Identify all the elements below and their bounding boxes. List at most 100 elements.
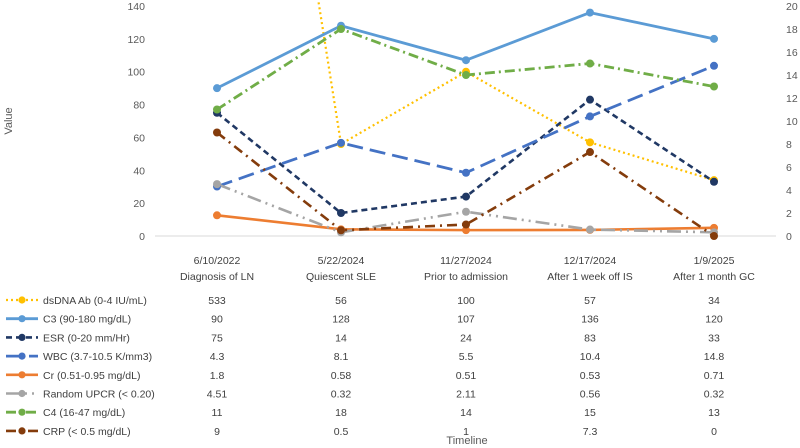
legend-key-marker-wbc bbox=[18, 352, 26, 360]
y-right-tick-label: 12 bbox=[786, 93, 798, 105]
table-cell-cr: 1.8 bbox=[210, 370, 225, 382]
data-point-c3 bbox=[462, 56, 470, 65]
table-cell-wbc: 4.3 bbox=[210, 351, 225, 363]
table-cell-crp: 9 bbox=[214, 426, 220, 438]
x-category-label: Diagnosis of LN bbox=[180, 271, 254, 283]
data-point-esr bbox=[710, 177, 718, 186]
data-point-cr bbox=[462, 226, 470, 235]
table-cell-c4: 11 bbox=[212, 407, 223, 419]
table-cell-c4: 13 bbox=[708, 407, 720, 419]
table-cell-dsdna: 100 bbox=[457, 295, 475, 307]
data-point-c3 bbox=[586, 8, 594, 17]
table-cell-esr: 14 bbox=[335, 332, 347, 344]
data-point-cr bbox=[213, 211, 221, 220]
y-right-tick-label: 14 bbox=[786, 70, 798, 82]
data-point-c4 bbox=[710, 82, 718, 91]
y-left-tick-label: 80 bbox=[133, 100, 145, 112]
x-category-label: Prior to admission bbox=[424, 271, 508, 283]
data-table: dsDNA Ab (0-4 IU/mL) 533 56 100 57 34 C3 (90-1… bbox=[6, 295, 724, 438]
data-point-esr bbox=[462, 192, 470, 201]
y-left-tick-label: 40 bbox=[133, 165, 145, 177]
legend-label-c4: C4 (16-47 mg/dL) bbox=[43, 407, 125, 419]
table-cell-crp: 1 bbox=[463, 426, 469, 438]
data-point-c4 bbox=[337, 25, 345, 33]
x-category-label: After 1 month GC bbox=[673, 271, 755, 283]
legend-key-marker-dsdna bbox=[18, 296, 26, 304]
y-right-tick-label: 0 bbox=[786, 231, 792, 243]
series-line-dsdna bbox=[317, 0, 715, 182]
x-category-label: After 1 week off IS bbox=[547, 271, 633, 283]
x-category-date: 6/10/2022 bbox=[194, 255, 241, 267]
table-cell-c4: 14 bbox=[460, 407, 472, 419]
table-cell-c4: 15 bbox=[584, 407, 596, 419]
y-left-tick-label: 120 bbox=[127, 34, 145, 46]
table-cell-esr: 75 bbox=[211, 332, 223, 344]
table-cell-esr: 83 bbox=[584, 332, 596, 344]
table-cell-cr: 0.58 bbox=[331, 370, 352, 382]
y-left-tick-label: 20 bbox=[133, 198, 145, 210]
data-point-crp bbox=[337, 226, 345, 235]
table-cell-cr: 0.51 bbox=[456, 370, 477, 382]
x-category-label: Quiescent SLE bbox=[306, 271, 376, 283]
legend-key-marker-random bbox=[18, 389, 26, 398]
data-point-wbc bbox=[462, 168, 470, 177]
table-cell-crp: 7.3 bbox=[583, 426, 598, 438]
table-cell-dsdna: 56 bbox=[335, 295, 347, 307]
legend-key-marker-cr bbox=[18, 371, 26, 379]
legend-key-marker-crp bbox=[18, 427, 26, 435]
table-cell-wbc: 5.5 bbox=[459, 351, 474, 363]
table-cell-random: 0.32 bbox=[704, 389, 725, 401]
x-category-date: 11/27/2024 bbox=[440, 255, 492, 267]
table-cell-wbc: 10.4 bbox=[580, 351, 601, 363]
table-cell-crp: 0.5 bbox=[334, 426, 349, 438]
y-right-tick-label: 8 bbox=[786, 139, 792, 151]
table-cell-c3: 136 bbox=[581, 314, 599, 326]
y-right-tick-label: 2 bbox=[786, 208, 792, 220]
table-cell-c4: 18 bbox=[335, 407, 347, 419]
data-point-dsdna bbox=[586, 138, 594, 147]
table-cell-wbc: 8.1 bbox=[334, 351, 349, 363]
x-category-date: 12/17/2024 bbox=[564, 255, 617, 267]
table-cell-cr: 0.53 bbox=[580, 370, 601, 382]
legend-label-c3: C3 (90-180 mg/dL) bbox=[43, 314, 131, 326]
table-cell-random: 0.32 bbox=[331, 389, 352, 401]
y-right-tick-label: 10 bbox=[786, 116, 798, 128]
data-point-esr bbox=[586, 95, 594, 104]
data-point-c4 bbox=[462, 71, 470, 79]
data-point-crp bbox=[586, 148, 594, 157]
legend-key-marker-c4 bbox=[18, 408, 26, 416]
y-right-tick-label: 4 bbox=[786, 185, 792, 197]
x-category-date: 1/9/2025 bbox=[694, 255, 735, 267]
y-right-tick-label: 18 bbox=[786, 24, 798, 36]
data-point-random bbox=[462, 207, 470, 216]
data-point-crp bbox=[710, 232, 718, 240]
table-cell-random: 4.51 bbox=[207, 389, 228, 401]
table-cell-esr: 24 bbox=[460, 332, 472, 344]
x-category-date: 5/22/2024 bbox=[318, 255, 365, 267]
legend-label-crp: CRP (< 0.5 mg/dL) bbox=[43, 426, 131, 438]
legend-label-dsdna: dsDNA Ab (0-4 IU/mL) bbox=[43, 295, 147, 307]
y-left-tick-label: 140 bbox=[127, 1, 145, 13]
legend-key-marker-esr bbox=[18, 333, 26, 341]
data-point-crp bbox=[462, 220, 470, 229]
y-left-tick-label: 100 bbox=[127, 67, 145, 79]
legend-key-marker-c3 bbox=[18, 315, 26, 323]
data-point-esr bbox=[337, 209, 345, 217]
table-cell-crp: 0 bbox=[711, 426, 717, 438]
table-cell-esr: 33 bbox=[708, 332, 720, 344]
legend-label-random: Random UPCR (< 0.20) bbox=[43, 389, 155, 401]
legend-label-esr: ESR (0-20 mm/Hr) bbox=[43, 332, 130, 344]
table-cell-cr: 0.71 bbox=[704, 370, 725, 382]
chart-series-lines bbox=[216, 0, 715, 238]
y-axis-title: Value bbox=[3, 107, 15, 134]
table-cell-dsdna: 34 bbox=[708, 295, 720, 307]
table-cell-c3: 107 bbox=[457, 314, 475, 326]
table-cell-wbc: 14.8 bbox=[704, 351, 725, 363]
y-right-tick-label: 16 bbox=[786, 47, 798, 59]
series-line-crp bbox=[216, 131, 715, 238]
data-point-c4 bbox=[213, 105, 221, 114]
table-cell-random: 2.11 bbox=[456, 389, 476, 401]
table-cell-c3: 120 bbox=[705, 314, 723, 326]
data-point-random bbox=[213, 180, 221, 189]
